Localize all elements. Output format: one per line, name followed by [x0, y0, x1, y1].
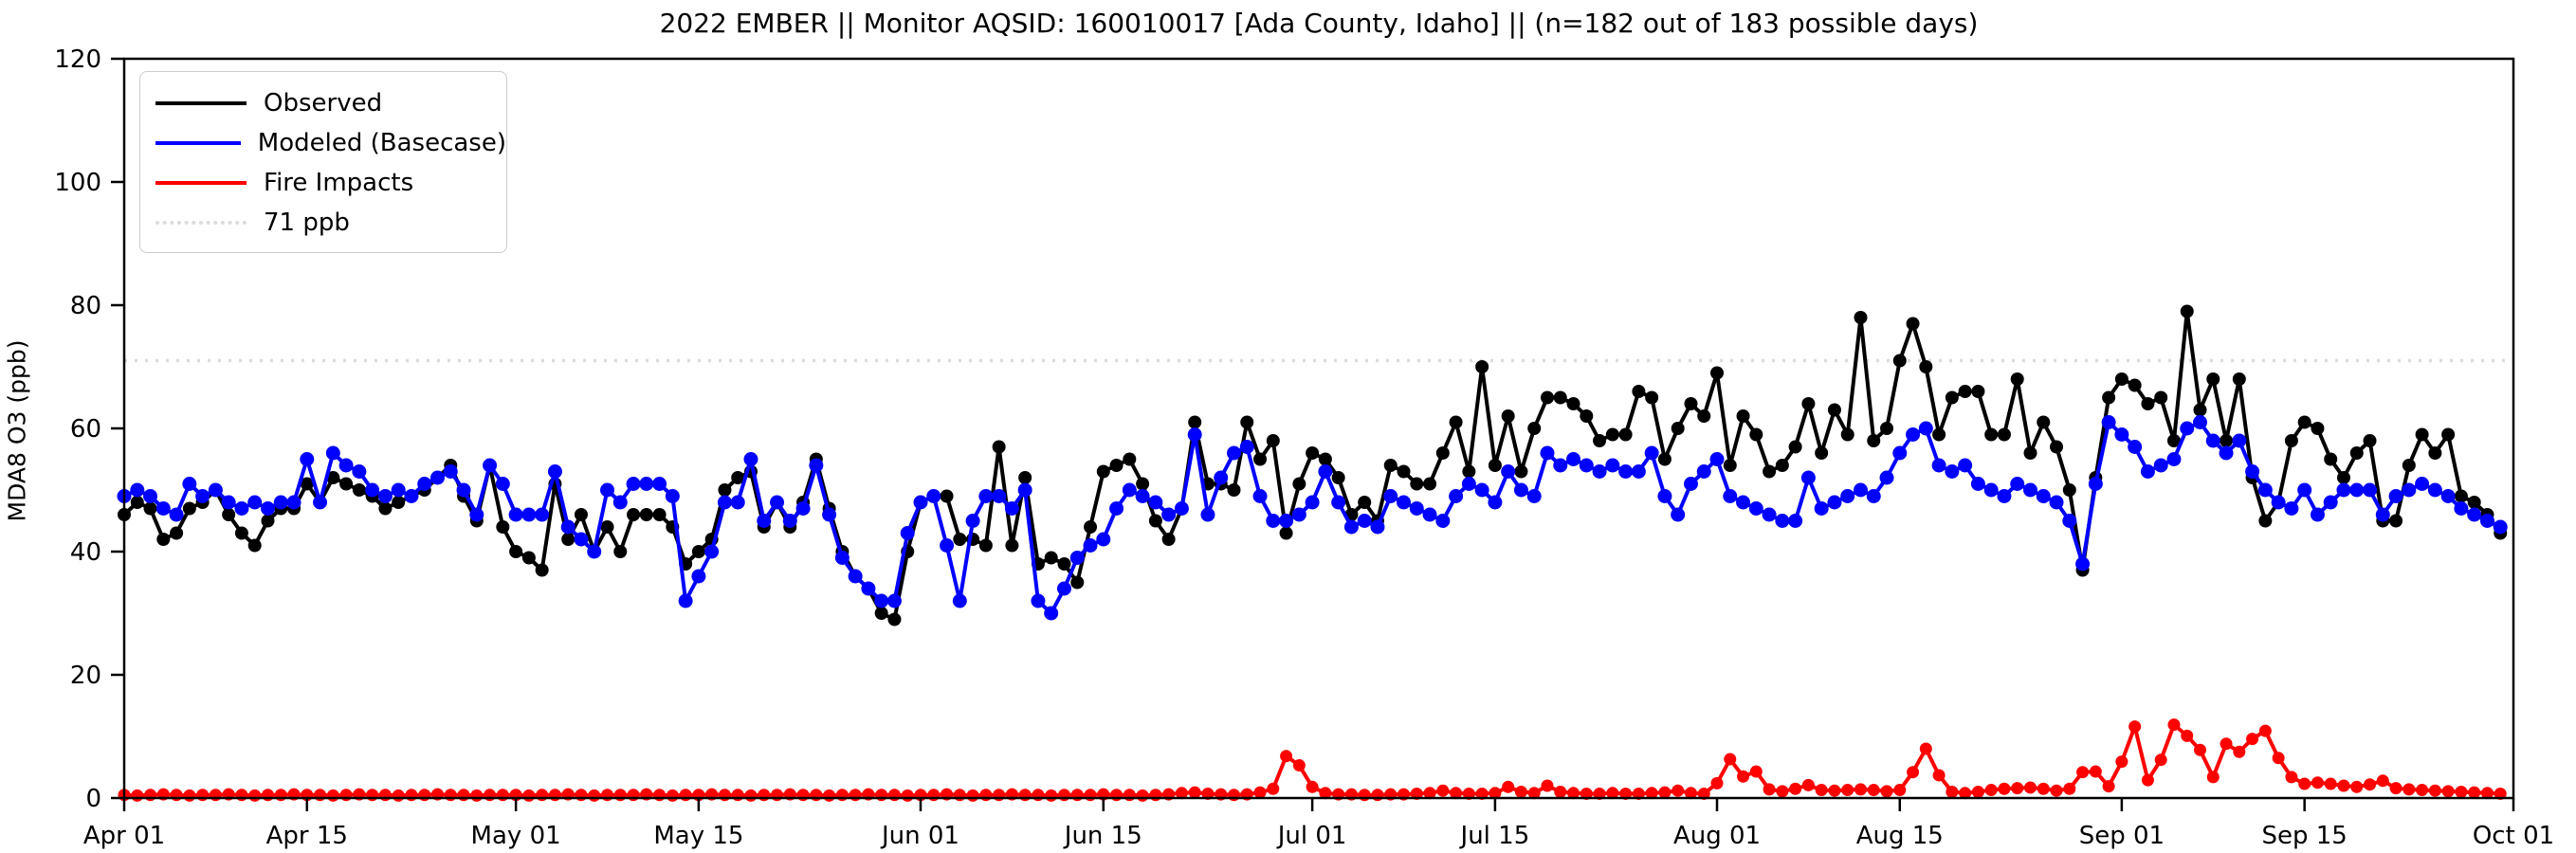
x-tick-label: Oct 01 — [2473, 822, 2554, 850]
x-tick-label: Sep 01 — [2079, 822, 2165, 850]
x-tick-label: Aug 01 — [1673, 822, 1761, 850]
legend-label-threshold: 71 ppb — [264, 209, 350, 237]
legend-label-modeled: Modeled (Basecase) — [257, 129, 506, 157]
legend-label-fire: Fire Impacts — [264, 169, 414, 197]
x-tick-label: Apr 01 — [83, 822, 165, 850]
legend-item-observed: Observed — [140, 83, 506, 123]
y-tick-label: 20 — [70, 662, 101, 690]
y-tick-label: 80 — [70, 292, 101, 320]
legend-item-modeled: Modeled (Basecase) — [140, 123, 506, 163]
x-tick-label: Aug 15 — [1856, 822, 1944, 850]
series-fire — [118, 718, 2507, 802]
x-tick-label: Jun 01 — [880, 822, 959, 850]
threshold-dotted-line-icon — [155, 221, 247, 225]
legend-label-observed: Observed — [264, 89, 383, 118]
y-tick-label: 40 — [70, 538, 101, 567]
modeled-line-icon — [155, 141, 241, 145]
x-tick-label: Apr 15 — [266, 822, 348, 850]
chart-title: 2022 EMBER || Monitor AQSID: 160010017 [… — [659, 8, 1979, 39]
legend-item-threshold: 71 ppb — [140, 203, 506, 243]
y-tick-label: 60 — [70, 415, 101, 444]
legend-item-fire: Fire Impacts — [140, 163, 506, 203]
fire-line-icon — [155, 181, 247, 185]
x-tick-label: Jun 15 — [1063, 822, 1142, 850]
x-tick-label: Jul 15 — [1459, 822, 1530, 850]
y-tick-label: 100 — [54, 169, 101, 197]
y-tick-label: 120 — [54, 45, 101, 74]
series-modeled — [117, 415, 2508, 621]
y-tick-label: 0 — [85, 785, 101, 813]
x-tick-label: May 01 — [471, 822, 561, 850]
x-tick-label: Sep 15 — [2261, 822, 2347, 850]
x-tick-label: May 15 — [653, 822, 743, 850]
legend: Observed Modeled (Basecase) Fire Impacts… — [139, 71, 507, 253]
x-tick-label: Jul 01 — [1276, 822, 1347, 850]
observed-line-icon — [155, 101, 247, 105]
